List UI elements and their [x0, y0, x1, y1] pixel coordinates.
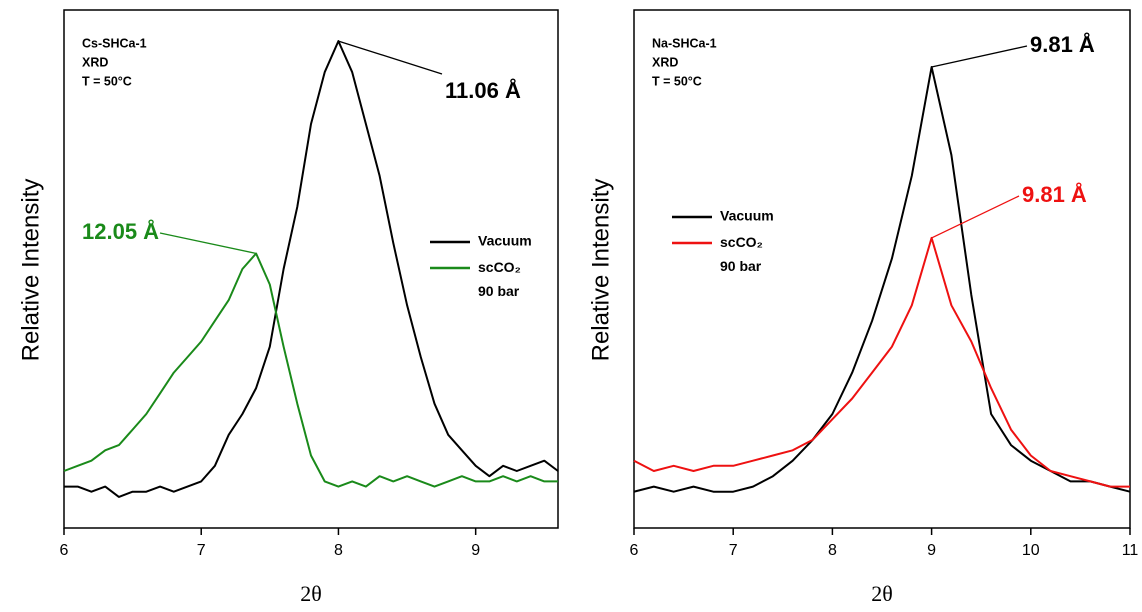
x-tick-label: 9: [927, 542, 936, 559]
annotation-pointer: [931, 195, 1020, 239]
plot-frame: [63, 9, 559, 529]
info-text: T = 50°C: [82, 74, 132, 88]
data-line: [633, 66, 1131, 493]
info-text: Cs-SHCa-1: [82, 36, 147, 50]
x-tick-label: 7: [729, 542, 738, 559]
x-axis-label: 2θ: [871, 581, 893, 606]
legend-label: scCO₂ 90 bar: [720, 234, 763, 274]
info-text: XRD: [652, 55, 678, 69]
annotation-label: 11.06 Å: [445, 77, 521, 103]
info-text: Na-SHCa-1: [652, 36, 717, 50]
x-tick-label: 11: [1122, 542, 1139, 559]
data-line: [633, 236, 1130, 488]
info-text: XRD: [82, 55, 108, 69]
info-text: T = 50°C: [652, 74, 702, 88]
annotation-pointer: [159, 232, 257, 255]
annotation-label: 9.81 Å: [1030, 31, 1095, 57]
y-axis-label: Relative Intensity: [17, 179, 44, 362]
x-tick-label: 6: [60, 542, 69, 559]
plot-frame: [633, 9, 1131, 529]
x-axis-label: 2θ: [300, 581, 322, 606]
annotation-pointer: [931, 45, 1028, 68]
x-tick-label: 8: [828, 542, 837, 559]
legend-label: scCO₂ 90 bar: [478, 259, 521, 299]
panel: 6 7 8 9 10 11 2θ Relative Intensity Na-SHCa-1 XRD…: [587, 9, 1139, 606]
x-tick-label: 10: [1022, 542, 1040, 559]
legend-label: Vacuum: [720, 208, 774, 224]
annotation-pointer: [338, 40, 443, 75]
x-tick-label: 7: [197, 542, 206, 559]
panel: 6 7 8 9 2θ Relative Intensity Cs-SHCa-1 XRD T = …: [17, 9, 559, 606]
annotation-label: 9.81 Å: [1022, 181, 1087, 207]
y-axis-label: Relative Intensity: [587, 179, 614, 362]
annotation-label: 12.05 Å: [82, 218, 159, 244]
legend-label: Vacuum: [478, 233, 532, 249]
x-tick-label: 6: [630, 542, 639, 559]
data-line: [63, 252, 558, 488]
x-tick-label: 9: [471, 542, 480, 559]
data-line: [64, 40, 559, 498]
x-tick-label: 8: [334, 542, 343, 559]
